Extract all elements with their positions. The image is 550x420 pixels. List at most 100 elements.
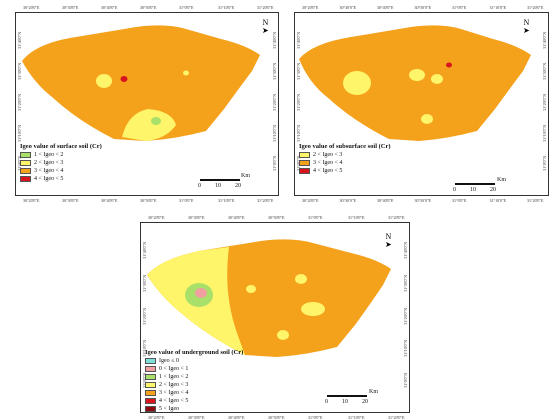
y-tick-label: 31°30'0"N bbox=[542, 63, 547, 80]
legend-swatch bbox=[299, 168, 310, 174]
y-tick-label: 31°10'0"N bbox=[403, 340, 408, 358]
region-red-hotspot bbox=[446, 62, 452, 68]
x-tick-label: 30°30'0"E bbox=[339, 5, 356, 10]
region-yellow-2 bbox=[246, 285, 256, 293]
y-tick-label: 31°0'0"N bbox=[403, 373, 408, 388]
y-tick-label: 31°40'0"N bbox=[403, 242, 408, 259]
legend-item: 3 < Igeo < 4 bbox=[145, 389, 243, 397]
north-label: N bbox=[523, 18, 530, 27]
x-tick-label: 31°0'0"E bbox=[308, 215, 323, 220]
region-lightgreen bbox=[151, 117, 161, 125]
x-tick-label: 31°0'0"E bbox=[452, 198, 467, 203]
region-yellow-west bbox=[96, 74, 112, 88]
region-red-hotspot bbox=[120, 76, 128, 82]
legend-underground: Igeo value of underground soil (Cr) Igeo… bbox=[145, 349, 243, 413]
y-tick-label: 31°40'0"N bbox=[542, 32, 547, 49]
x-tick-label: 30°30'0"E bbox=[62, 5, 79, 10]
scale-unit: Km bbox=[497, 177, 506, 183]
y-tick-label: 31°20'0"N bbox=[272, 94, 277, 111]
region-pink bbox=[195, 288, 207, 298]
legend-swatch bbox=[145, 390, 156, 396]
map-panel-underground: Igeo value of underground soil (Cr) Igeo… bbox=[140, 222, 410, 413]
legend-label: 0 < Igeo < 1 bbox=[159, 366, 189, 372]
x-tick-label: 30°30'0"E bbox=[339, 198, 356, 203]
y-tick-label: 31°0'0"N bbox=[272, 156, 277, 171]
scale-label-0: 0 bbox=[198, 183, 201, 189]
y-tick-label: 31°10'0"N bbox=[542, 125, 547, 142]
legend-item: 2 < Igeo < 3 bbox=[145, 381, 243, 389]
y-tick-label: 31°0'0"N bbox=[542, 156, 547, 171]
x-tick-label: 30°50'0"E bbox=[268, 215, 285, 220]
y-tick-label: 31°10'0"N bbox=[142, 340, 147, 358]
legend-swatch bbox=[145, 366, 156, 372]
legend-item: 2 < Igeo < 3 bbox=[299, 151, 391, 159]
x-tick-label: 31°10'0"E bbox=[348, 415, 365, 420]
legend-label: 2 < Igeo < 3 bbox=[159, 382, 189, 388]
scale-bar bbox=[327, 395, 367, 397]
x-tick-label: 31°10'0"E bbox=[218, 5, 235, 10]
y-tick-label: 31°30'0"N bbox=[403, 274, 408, 292]
x-tick-label: 30°40'0"E bbox=[101, 5, 118, 10]
legend-label: 2 < Igeo < 3 bbox=[313, 152, 343, 158]
x-tick-label: 31°0'0"E bbox=[452, 5, 467, 10]
legend-label: 5 < Igeo bbox=[159, 406, 180, 412]
x-tick-label: 30°40'0"E bbox=[228, 215, 245, 220]
legend-swatch bbox=[20, 176, 31, 182]
legend-item: 1 < Igeo < 2 bbox=[20, 151, 102, 159]
x-tick-label: 30°50'0"E bbox=[414, 198, 431, 203]
x-tick-label: 31°20'0"E bbox=[388, 215, 405, 220]
scale-label-20: 20 bbox=[362, 399, 368, 405]
scale-label-20: 20 bbox=[490, 187, 496, 193]
legend-title: Igeo value of underground soil (Cr) bbox=[145, 349, 244, 356]
legend-item: 4 < Igeo < 5 bbox=[145, 397, 243, 405]
x-tick-label: 31°0'0"E bbox=[179, 5, 194, 10]
scale-bar bbox=[455, 183, 495, 185]
scale-label-10: 10 bbox=[342, 399, 348, 405]
x-tick-label: 30°20'0"E bbox=[302, 5, 319, 10]
legend-label: 2 < Igeo < 3 bbox=[34, 160, 64, 166]
scale-label-0: 0 bbox=[325, 399, 328, 405]
region-yellow-4 bbox=[277, 330, 289, 340]
legend-swatch bbox=[145, 374, 156, 380]
region-yellow-south bbox=[421, 114, 433, 124]
scale-label-10: 10 bbox=[215, 183, 221, 189]
y-tick-label: 31°0'0"N bbox=[296, 156, 301, 171]
legend-label: 1 < Igeo < 2 bbox=[34, 152, 64, 158]
y-tick-label: 31°40'0"N bbox=[17, 32, 22, 49]
x-tick-label: 30°50'0"E bbox=[140, 198, 157, 203]
x-tick-label: 30°20'0"E bbox=[23, 5, 40, 10]
x-tick-label: 30°40'0"E bbox=[377, 198, 394, 203]
legend-label: 4 < Igeo < 5 bbox=[313, 168, 343, 174]
scale-label-0: 0 bbox=[453, 187, 456, 193]
map-subsurface bbox=[299, 25, 531, 141]
x-tick-label: 30°20'0"E bbox=[148, 215, 165, 220]
x-tick-label: 31°20'0"E bbox=[257, 198, 274, 203]
legend-item: 4 < Igeo < 5 bbox=[20, 175, 102, 183]
legend-item: 5 < Igeo bbox=[145, 405, 243, 413]
legend-swatch bbox=[299, 152, 310, 158]
y-tick-label: 31°30'0"N bbox=[17, 63, 22, 80]
map-panel-subsurface: Igeo value of subsurface soil (Cr) 2 < I… bbox=[294, 12, 549, 196]
legend-label: 3 < Igeo < 4 bbox=[313, 160, 343, 166]
legend-item: Igeo ≤ 0 bbox=[145, 357, 243, 365]
legend-item: 3 < Igeo < 4 bbox=[20, 167, 102, 175]
y-tick-label: 31°20'0"N bbox=[142, 307, 147, 325]
x-tick-label: 31°10'0"E bbox=[348, 215, 365, 220]
north-arrow-icon: N ➤ bbox=[385, 232, 392, 249]
x-tick-label: 30°20'0"E bbox=[302, 198, 319, 203]
y-tick-label: 31°40'0"N bbox=[296, 32, 301, 49]
x-tick-label: 30°40'0"E bbox=[228, 415, 245, 420]
region-yellow-1 bbox=[295, 274, 307, 284]
legend-subsurface: Igeo value of subsurface soil (Cr) 2 < I… bbox=[299, 143, 391, 175]
region-yellow-center-east bbox=[431, 74, 443, 84]
legend-label: 4 < Igeo < 5 bbox=[34, 176, 64, 182]
legend-item: 2 < Igeo < 3 bbox=[20, 159, 102, 167]
scale-bar bbox=[200, 179, 240, 181]
legend-label: 3 < Igeo < 4 bbox=[159, 390, 189, 396]
x-tick-label: 30°30'0"E bbox=[188, 415, 205, 420]
north-arrow-icon: N ➤ bbox=[262, 18, 269, 35]
x-tick-label: 31°20'0"E bbox=[257, 5, 274, 10]
north-arrow-icon: N ➤ bbox=[523, 18, 530, 35]
legend-title: Igeo value of surface soil (Cr) bbox=[20, 143, 102, 150]
x-tick-label: 31°20'0"E bbox=[527, 198, 544, 203]
